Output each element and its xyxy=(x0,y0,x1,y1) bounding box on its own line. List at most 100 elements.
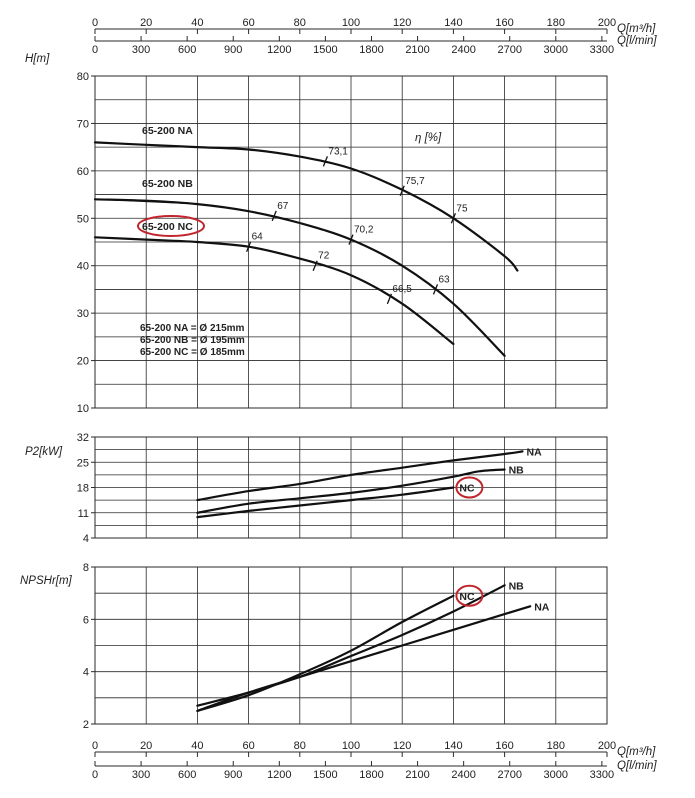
bottom-axis-lmin-tick-label: 3000 xyxy=(544,769,568,781)
efficiency-mark-tick xyxy=(386,293,393,305)
bottom-axis-lmin-title: Q[l/min] xyxy=(617,760,657,772)
top-axis-m3h-tick-label: 80 xyxy=(294,17,306,29)
efficiency-mark-label: 66,5 xyxy=(392,284,412,295)
head-ytick-label: 30 xyxy=(77,308,89,320)
head-ylabel: H[m] xyxy=(25,53,50,65)
power-series-2-label: NC xyxy=(459,483,475,495)
npsh-ylabel: NPSHr[m] xyxy=(20,575,73,587)
head-shutoff-line xyxy=(94,141,198,148)
power-ylabel: P2[kW] xyxy=(25,446,63,458)
top-axis-m3h-title: Q[m³/h] xyxy=(617,23,656,35)
head-ytick-label: 40 xyxy=(77,261,89,273)
head-ytick-label: 50 xyxy=(77,213,89,225)
top-axis-lmin-tick-label: 0 xyxy=(92,44,98,56)
head-shutoff-line xyxy=(94,236,198,243)
npsh-ytick-label: 8 xyxy=(83,562,89,574)
power-ytick-label: 18 xyxy=(77,483,89,495)
efficiency-mark-tick xyxy=(245,241,252,252)
npsh-ytick-label: 4 xyxy=(83,667,89,679)
efficiency-mark-label: 67 xyxy=(277,201,289,212)
bottom-axis-m3h-tick-label: 160 xyxy=(495,740,513,752)
bottom-axis-lmin-tick-label: 2700 xyxy=(497,769,521,781)
bottom-axis-m3h-tick-label: 40 xyxy=(191,740,203,752)
head-shutoff-line xyxy=(94,198,198,205)
bottom-axis-lmin-tick-label: 1500 xyxy=(313,769,337,781)
efficiency-mark-tick xyxy=(399,185,405,197)
efficiency-mark-tick xyxy=(450,213,457,224)
bottom-axis-m3h-tick-label: 180 xyxy=(547,740,565,752)
head-series-0-label: 65-200 NA xyxy=(142,125,193,137)
bottom-axis-m3h-tick-label: 140 xyxy=(444,740,462,752)
diameter-legend-2: 65-200 NC = Ø 185mm xyxy=(140,347,245,358)
npsh-highlight-ellipse xyxy=(455,584,484,607)
efficiency-mark-tick xyxy=(432,284,439,295)
npsh-series-1-line xyxy=(196,584,506,707)
npsh-series-2-label: NC xyxy=(459,591,475,603)
power-ytick-label: 11 xyxy=(78,508,89,520)
bottom-axis-m3h-tick-label: 100 xyxy=(342,740,360,752)
bottom-axis-lmin-tick-label: 900 xyxy=(224,769,242,781)
top-axis-lmin-title: Q[l/min] xyxy=(617,35,657,47)
top-axis-lmin-tick-label: 2700 xyxy=(497,44,521,56)
power-series-1-label: NB xyxy=(509,464,525,476)
power-ytick-label: 32 xyxy=(77,432,89,444)
power-series-1-line xyxy=(196,468,506,514)
bottom-axis-m3h-tick-label: 20 xyxy=(140,740,152,752)
bottom-axis-lmin-tick-label: 2400 xyxy=(451,769,475,781)
head-ytick-label: 70 xyxy=(77,118,89,130)
head-series-0-line xyxy=(93,141,519,272)
npsh-ytick-label: 2 xyxy=(83,719,89,731)
bottom-axis-lmin-tick-label: 300 xyxy=(132,769,150,781)
head-panel: 10 20 30 40 50 60 70 80 H[m] 65-200 NA 65-200 NB 65… xyxy=(25,53,608,415)
top-axis-m3h-tick-label: 200 xyxy=(598,17,616,29)
bottom-axis-m3h-tick-label: 0 xyxy=(92,740,98,752)
bottom-axis-lmin-tick-label: 2100 xyxy=(405,769,429,781)
efficiency-mark-label: 73,1 xyxy=(328,146,348,157)
efficiency-mark-label: 70,2 xyxy=(354,225,374,236)
bottom-axis-lmin-tick-label: 1200 xyxy=(267,769,291,781)
top-axis-lmin-tick-label: 1800 xyxy=(359,44,383,56)
top-axis-m3h-tick-label: 40 xyxy=(191,17,203,29)
efficiency-mark-label: 64 xyxy=(252,232,264,243)
npsh-series-0-label: NA xyxy=(534,601,550,613)
efficiency-mark-label: 75 xyxy=(456,203,468,214)
top-axis-m3h-tick-label: 60 xyxy=(242,17,254,29)
npsh-series-2-line xyxy=(196,594,455,712)
top-axis-lmin-tick-label: 1200 xyxy=(267,44,291,56)
head-highlight-ellipse xyxy=(137,215,205,237)
npsh-ytick-label: 6 xyxy=(83,614,89,626)
npsh-series-1-label: NB xyxy=(509,580,525,592)
head-ytick-label: 60 xyxy=(77,166,89,178)
bottom-axis-lmin-tick-label: 3300 xyxy=(590,769,614,781)
power-series-2-line xyxy=(196,486,455,519)
bottom-axis-m3h-tick-label: 60 xyxy=(242,740,254,752)
top-axis-lmin-tick-label: 1500 xyxy=(313,44,337,56)
bottom-axis-m3h-tick-label: 120 xyxy=(393,740,411,752)
efficiency-mark-tick xyxy=(271,210,277,222)
top-axis-lmin-tick-label: 2100 xyxy=(405,44,429,56)
efficiency-mark-label: 75,7 xyxy=(405,176,425,187)
efficiency-mark-tick xyxy=(348,234,354,245)
diameter-legend-0: 65-200 NA = Ø 215mm xyxy=(140,323,245,334)
top-axis-lmin-tick-label: 3300 xyxy=(590,44,614,56)
top-axis-m3h-tick-label: 0 xyxy=(92,17,98,29)
top-axis-m3h-tick-label: 140 xyxy=(444,17,462,29)
top-axis-m3h-tick-label: 20 xyxy=(140,17,152,29)
head-ytick-label: 20 xyxy=(77,356,89,368)
bottom-axis-m3h-tick-label: 80 xyxy=(294,740,306,752)
top-axis-m3h-tick-label: 160 xyxy=(495,17,513,29)
bottom-axis-lmin-tick-label: 0 xyxy=(92,769,98,781)
power-highlight-ellipse xyxy=(455,476,484,499)
top-axis-lmin-tick-label: 3000 xyxy=(544,44,568,56)
head-ytick-label: 10 xyxy=(77,403,89,415)
efficiency-mark-tick xyxy=(312,260,318,271)
head-series-1-line xyxy=(93,198,506,357)
top-axis-m3h-tick-label: 180 xyxy=(547,17,565,29)
top-axis-lmin-tick-label: 300 xyxy=(132,44,150,56)
bottom-axis-m3h-title: Q[m³/h] xyxy=(617,746,656,758)
head-series-1-label: 65-200 NB xyxy=(142,178,193,190)
top-axis-m3h-tick-label: 100 xyxy=(342,17,360,29)
power-ytick-label: 25 xyxy=(77,457,89,469)
top-axis-m3h-tick-label: 120 xyxy=(393,17,411,29)
